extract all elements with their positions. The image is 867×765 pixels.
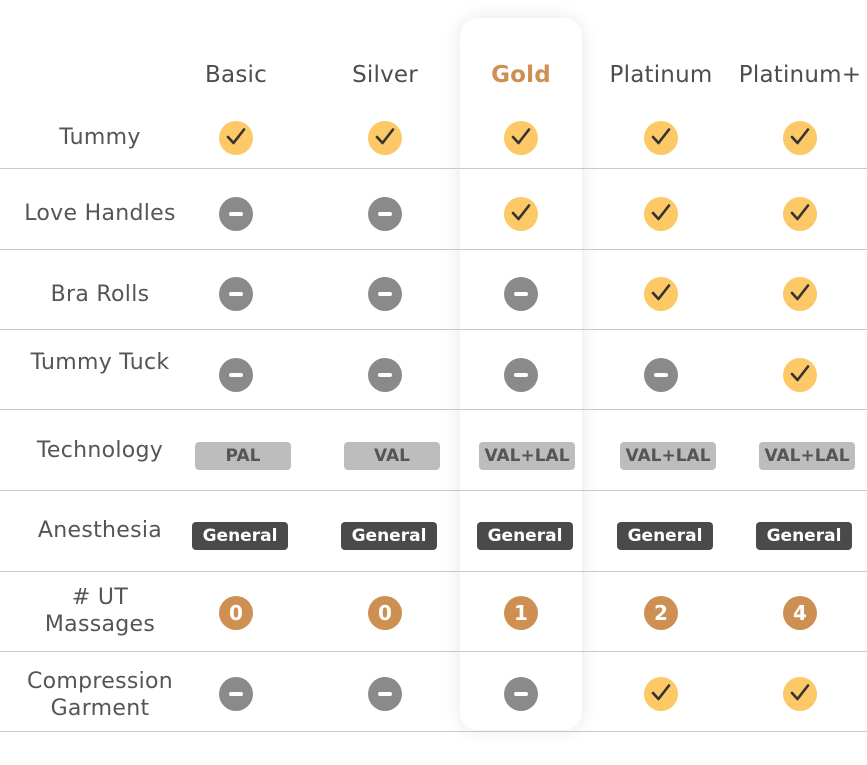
anesthesia-badge: General <box>756 522 852 550</box>
minus-icon <box>368 677 402 711</box>
row-label-line: Tummy <box>59 125 141 150</box>
checkmark-icon <box>644 677 678 711</box>
row-label-bra-rolls: Bra Rolls <box>0 281 200 308</box>
row-label-anesthesia: Anesthesia <box>0 517 200 544</box>
minus-icon <box>219 277 253 311</box>
row-label-tummy-tuck: Tummy Tuck <box>0 349 200 376</box>
row-divider <box>0 329 867 330</box>
minus-icon <box>368 358 402 392</box>
row-label-line: Love Handles <box>24 201 176 226</box>
row-label-love-handles: Love Handles <box>0 200 200 227</box>
checkmark-icon <box>504 197 538 231</box>
row-label-line: Anesthesia <box>37 518 163 543</box>
row-label-line: Technology <box>36 438 164 463</box>
anesthesia-badge: General <box>477 522 573 550</box>
checkmark-icon <box>783 277 817 311</box>
anesthesia-badge: General <box>617 522 713 550</box>
plan-header-platinum-plus: Platinum+ <box>738 62 862 88</box>
checkmark-icon <box>783 197 817 231</box>
technology-badge: VAL+LAL <box>759 442 855 470</box>
checkmark-icon <box>644 197 678 231</box>
row-divider <box>0 731 867 732</box>
massage-count-badge: 1 <box>504 596 538 630</box>
checkmark-icon <box>644 121 678 155</box>
minus-icon <box>504 277 538 311</box>
checkmark-icon <box>783 677 817 711</box>
minus-icon <box>504 677 538 711</box>
anesthesia-badge: General <box>341 522 437 550</box>
plan-header-silver: Silver <box>352 62 418 88</box>
technology-badge: VAL+LAL <box>479 442 575 470</box>
technology-badge: PAL <box>195 442 291 470</box>
row-label-line: Tummy Tuck <box>30 350 170 375</box>
row-label-line: Bra Rolls <box>50 282 150 307</box>
minus-icon <box>504 358 538 392</box>
anesthesia-badge: General <box>192 522 288 550</box>
row-divider <box>0 651 867 652</box>
minus-icon <box>644 358 678 392</box>
massage-count-badge: 4 <box>783 596 817 630</box>
checkmark-icon <box>783 121 817 155</box>
minus-icon <box>219 197 253 231</box>
checkmark-icon <box>504 121 538 155</box>
row-label-technology: Technology <box>0 437 200 464</box>
row-label-line: Garment <box>50 696 150 721</box>
row-divider <box>0 571 867 572</box>
checkmark-icon <box>219 121 253 155</box>
row-divider <box>0 168 867 169</box>
row-divider <box>0 249 867 250</box>
massage-count-badge: 0 <box>219 596 253 630</box>
technology-badge: VAL+LAL <box>620 442 716 470</box>
minus-icon <box>219 358 253 392</box>
row-divider <box>0 409 867 410</box>
minus-icon <box>219 677 253 711</box>
row-label-line: Massages <box>44 612 156 637</box>
row-label-line: # UT <box>71 585 129 610</box>
row-divider <box>0 490 867 491</box>
plan-header-platinum: Platinum <box>609 62 713 88</box>
row-label--ut-massages: # UT Massages <box>0 584 200 638</box>
minus-icon <box>368 277 402 311</box>
row-label-compression-garment: Compression Garment <box>0 668 200 722</box>
technology-badge: VAL <box>344 442 440 470</box>
checkmark-icon <box>783 358 817 392</box>
row-label-tummy: Tummy <box>0 124 200 151</box>
massage-count-badge: 0 <box>368 596 402 630</box>
row-label-line: Compression <box>26 669 174 694</box>
plan-header-gold: Gold <box>491 62 551 88</box>
checkmark-icon <box>368 121 402 155</box>
massage-count-badge: 2 <box>644 596 678 630</box>
minus-icon <box>368 197 402 231</box>
checkmark-icon <box>644 277 678 311</box>
plan-header-basic: Basic <box>205 62 267 88</box>
